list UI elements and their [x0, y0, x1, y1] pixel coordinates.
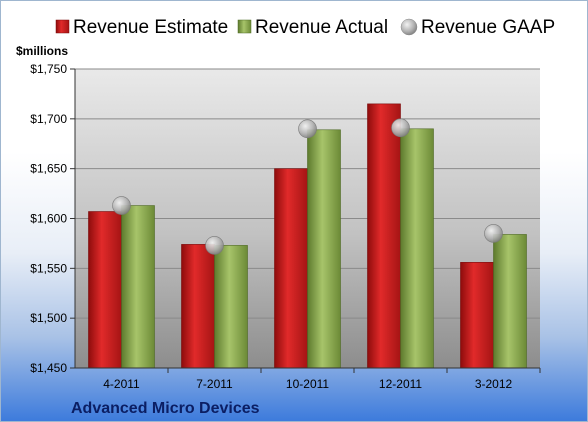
bar-revenue-estimate	[460, 262, 494, 369]
x-tick-label: 7-2011	[196, 377, 233, 391]
bar-revenue-actual	[307, 129, 341, 369]
bar-revenue-estimate	[367, 103, 401, 369]
x-tick-label: 10-2011	[286, 377, 329, 391]
marker-revenue-gaap	[298, 119, 317, 139]
y-tick-label: $1,500	[30, 311, 67, 325]
bar-revenue-estimate	[88, 211, 122, 369]
x-tick-label: 12-2011	[379, 377, 422, 391]
marker-revenue-gaap	[391, 118, 410, 138]
gaap-markers	[112, 118, 503, 255]
legend-marker-gaap	[400, 18, 418, 36]
legend: Revenue Estimate Revenue Actual Revenue …	[55, 17, 555, 38]
marker-revenue-gaap	[112, 196, 131, 215]
y-tick-label: $1,650	[30, 162, 67, 176]
bar-revenue-actual	[214, 245, 248, 369]
bar-revenue-actual	[400, 128, 434, 369]
y-tick-label: $1,550	[30, 261, 67, 275]
y-axis: $1,450 $1,500 $1,550 $1,600 $1,650 $1,700 $1,7…	[30, 62, 76, 375]
bar-revenue-estimate	[274, 168, 308, 369]
x-tick-label: 3-2012	[475, 377, 513, 391]
marker-revenue-gaap	[484, 224, 503, 243]
y-tick-label: $1,600	[30, 212, 67, 226]
bars	[88, 103, 527, 369]
bar-revenue-estimate	[181, 244, 215, 369]
bar-revenue-actual	[121, 205, 155, 369]
y-tick-label: $1,450	[30, 361, 67, 375]
company-name: Advanced Micro Devices	[71, 400, 260, 417]
legend-label-actual: Revenue Actual	[255, 17, 388, 38]
y-tick-label: $1,750	[30, 62, 67, 76]
legend-swatch-actual	[237, 19, 252, 34]
legend-swatch-estimate	[55, 19, 70, 34]
y-tick-label: $1,700	[30, 112, 67, 126]
x-axis: 4-2011 7-2011 10-2011 12-2011 3-2012	[103, 368, 541, 391]
marker-revenue-gaap	[205, 236, 224, 255]
legend-label-estimate: Revenue Estimate	[73, 17, 228, 38]
unit-label: $millions	[16, 44, 68, 58]
legend-label-gaap: Revenue GAAP	[421, 17, 555, 38]
x-tick-label: 4-2011	[103, 377, 140, 391]
bar-revenue-actual	[493, 234, 527, 369]
